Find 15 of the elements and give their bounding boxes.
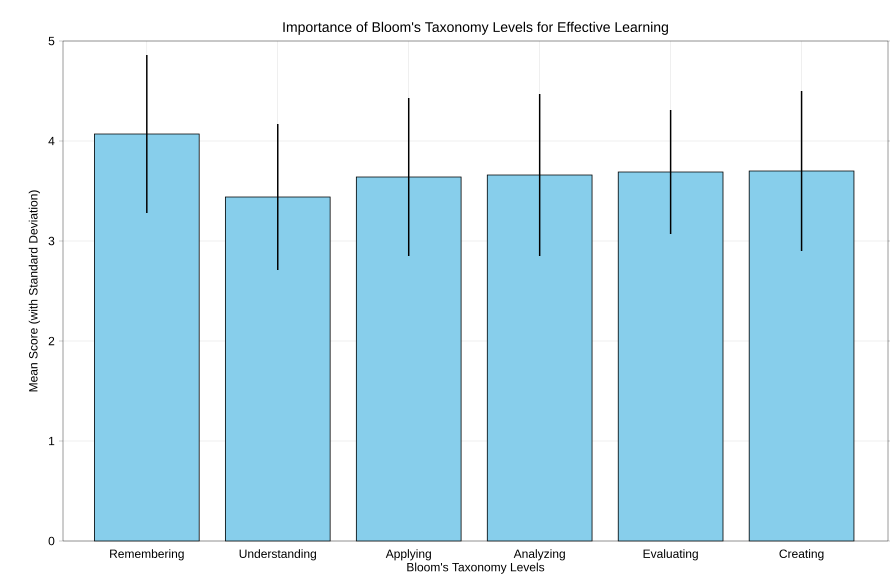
x-tick-label: Evaluating <box>644 549 698 560</box>
y-tick-label: 5 <box>48 36 54 46</box>
chart-title: Importance of Bloom's Taxonomy Levels for Effective Learning <box>283 22 668 35</box>
x-tick-label: Remembering <box>110 549 184 560</box>
y-axis-title: Mean Score (with Standard Deviation) <box>28 190 40 392</box>
y-tick-label: 2 <box>48 336 54 346</box>
x-tick-label: Creating <box>780 549 824 560</box>
x-tick-label: Applying <box>386 549 431 560</box>
x-tick-label: Understanding <box>240 549 316 560</box>
x-axis-title: Bloom's Taxonomy Levels <box>407 562 544 574</box>
y-tick-label: 0 <box>48 536 54 546</box>
y-tick-label: 1 <box>49 436 54 446</box>
x-tick-label: Analyzing <box>514 549 565 560</box>
y-tick-label: 4 <box>48 136 54 146</box>
y-tick-label: 3 <box>48 236 54 246</box>
